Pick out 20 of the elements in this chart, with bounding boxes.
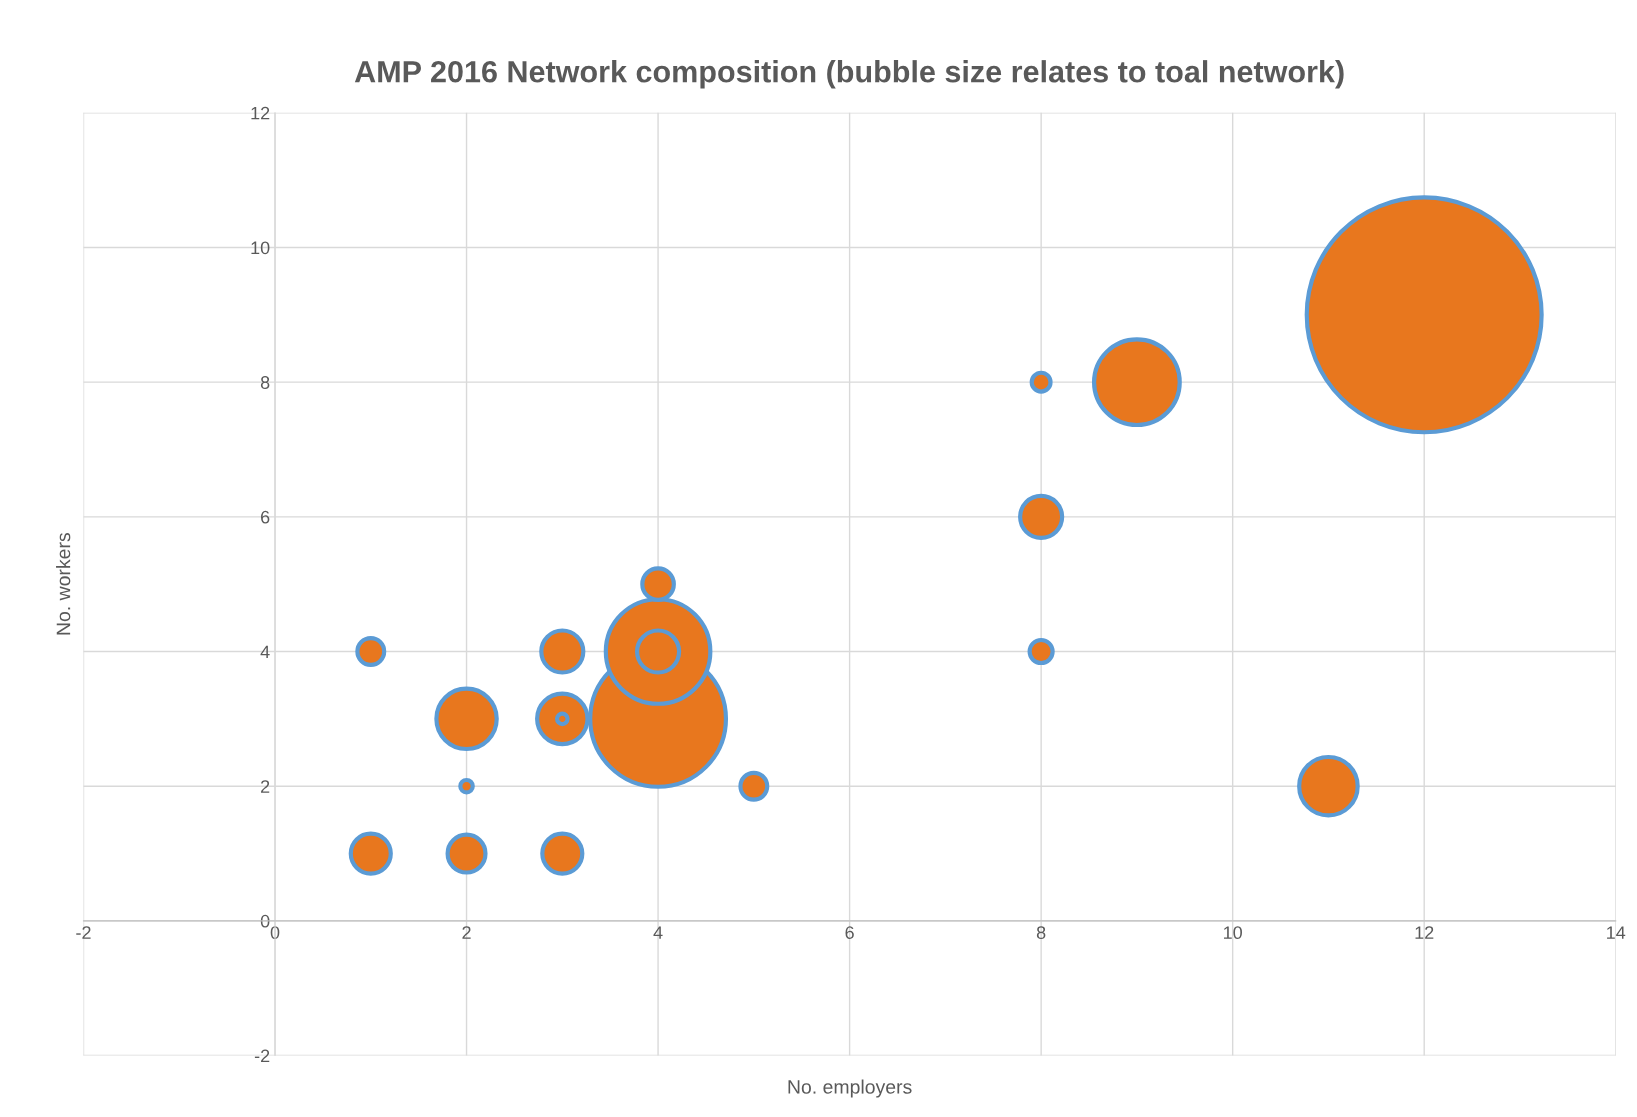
y-axis-title: No. workers — [56, 533, 71, 635]
x-tick-label: 0 — [270, 926, 280, 940]
x-tick-label: 4 — [653, 926, 663, 939]
x-tick-label: 6 — [845, 926, 854, 940]
x-tick-label: -2 — [76, 926, 91, 939]
x-tick-label: 2 — [462, 926, 471, 939]
y-tick-label: -2 — [254, 1049, 270, 1063]
x-tick-label: 12 — [1415, 926, 1434, 939]
x-tick-label: 14 — [1607, 926, 1626, 939]
x-axis-title: No. employers — [788, 1079, 912, 1098]
y-tick-label: 4 — [260, 645, 270, 659]
y-tick-label: 6 — [261, 510, 270, 524]
x-tick-label: 10 — [1224, 926, 1242, 940]
y-tick-label: 12 — [251, 106, 270, 120]
y-tick-label: 0 — [260, 914, 270, 928]
chart-title: AMP 2016 Network composition (bubble size relates to toal network) — [354, 60, 1344, 89]
x-tick-label: 8 — [1036, 926, 1046, 940]
y-tick-label: 8 — [260, 376, 270, 389]
y-tick-label: 10 — [251, 241, 270, 255]
y-tick-label: 2 — [261, 780, 270, 793]
